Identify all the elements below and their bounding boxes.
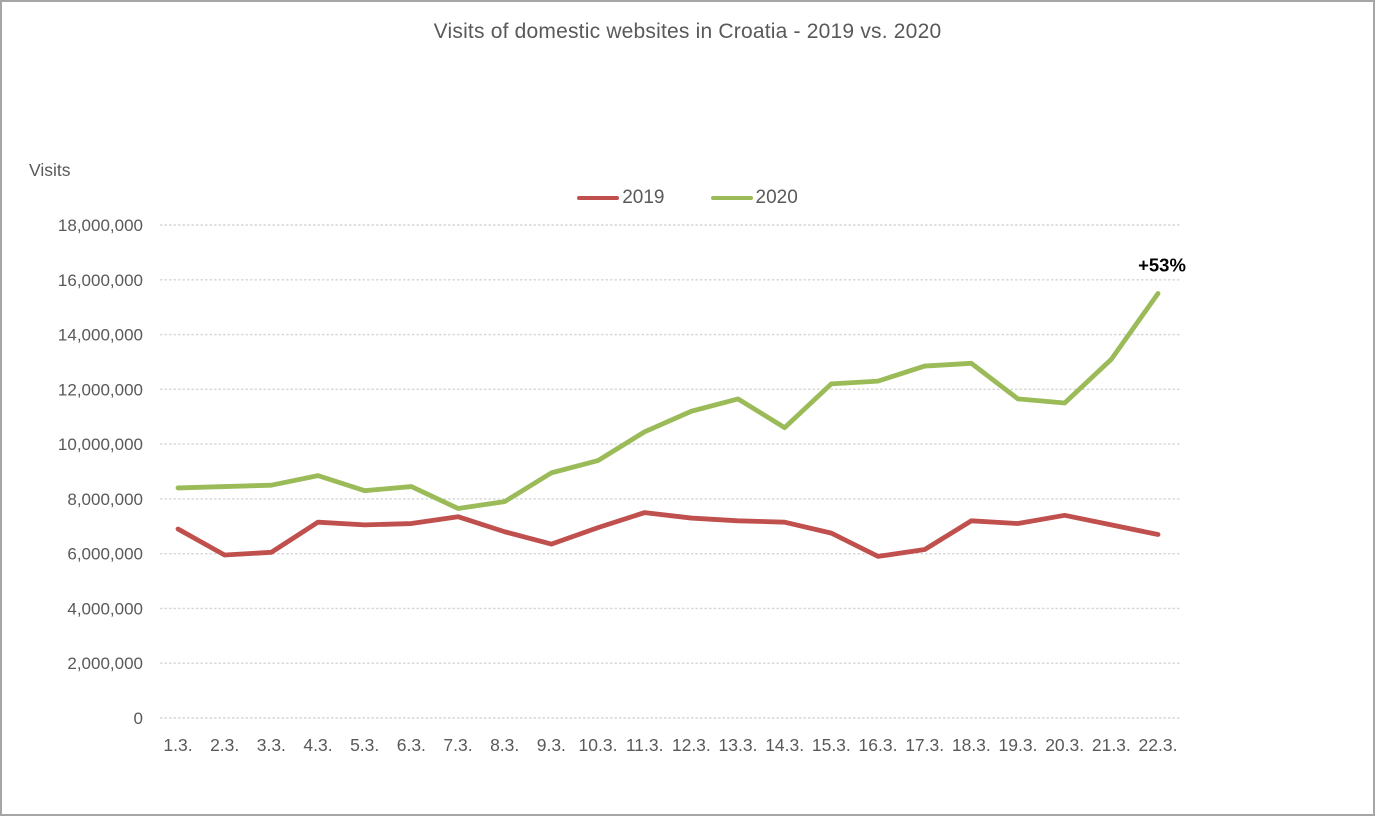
- y-tick-label: 2,000,000: [67, 654, 143, 673]
- x-tick-label: 22.3.: [1139, 735, 1178, 755]
- x-tick-label: 1.3.: [163, 735, 192, 755]
- y-tick-label: 10,000,000: [58, 435, 143, 454]
- x-tick-label: 3.3.: [257, 735, 286, 755]
- x-tick-label: 21.3.: [1092, 735, 1131, 755]
- y-axis-title: Visits: [29, 160, 71, 180]
- x-tick-label: 9.3.: [537, 735, 566, 755]
- x-tick-label: 14.3.: [765, 735, 804, 755]
- x-tick-label: 6.3.: [397, 735, 426, 755]
- series-2019-line: [175, 510, 1161, 559]
- x-tick-label: 19.3.: [999, 735, 1038, 755]
- x-tick-label: 18.3.: [952, 735, 991, 755]
- x-tick-label: 8.3.: [490, 735, 519, 755]
- y-tick-label: 8,000,000: [67, 490, 143, 509]
- x-tick-label: 11.3.: [626, 735, 664, 755]
- y-tick-label: 14,000,000: [58, 326, 143, 345]
- x-tick-label: 10.3.: [579, 735, 618, 755]
- annotation-growth-label: +53%: [1138, 254, 1186, 275]
- series-2020-line: [175, 291, 1161, 511]
- y-tick-label: 0: [134, 709, 143, 728]
- x-tick-label: 13.3.: [719, 735, 758, 755]
- y-tick-label: 6,000,000: [67, 545, 143, 564]
- x-tick-label: 4.3.: [303, 735, 332, 755]
- y-tick-label: 12,000,000: [58, 380, 143, 399]
- x-tick-label: 20.3.: [1045, 735, 1084, 755]
- y-tick-label: 16,000,000: [58, 271, 143, 290]
- x-tick-label: 16.3.: [859, 735, 898, 755]
- x-tick-label: 15.3.: [812, 735, 851, 755]
- y-tick-label: 18,000,000: [58, 216, 143, 235]
- x-tick-label: 12.3.: [672, 735, 711, 755]
- x-tick-label: 5.3.: [350, 735, 379, 755]
- x-tick-label: 7.3.: [443, 735, 472, 755]
- x-tick-label: 17.3.: [905, 735, 944, 755]
- x-tick-label: 2.3.: [210, 735, 239, 755]
- chart-title: Visits of domestic websites in Croatia -…: [433, 20, 942, 43]
- y-tick-label: 4,000,000: [67, 599, 143, 618]
